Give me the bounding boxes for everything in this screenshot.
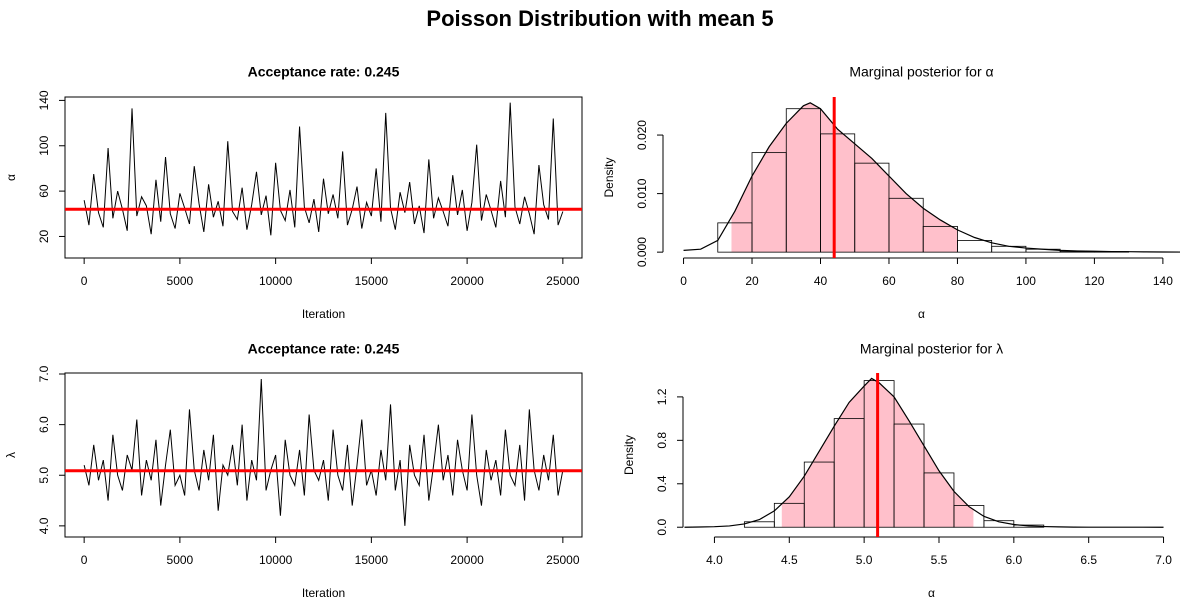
x-axis-label: α [918, 307, 925, 321]
y-axis-label: Density [622, 435, 636, 475]
x-tick-label: 25000 [546, 553, 580, 567]
y-tick-label: 0.4 [655, 475, 669, 492]
x-tick-label: 4.0 [706, 553, 723, 567]
histogram-bar [957, 240, 993, 253]
y-tick-label: 0.020 [635, 120, 649, 150]
plot-box [64, 96, 583, 259]
histogram-bar [923, 472, 955, 528]
x-tick-label: 20 [745, 274, 759, 288]
y-tick-label: 60 [37, 184, 51, 198]
x-axis-label: Iteration [302, 307, 345, 321]
y-tick-label: 0.8 [655, 432, 669, 449]
y-axis-label: Density [602, 157, 616, 197]
y-tick-label: 7.0 [37, 365, 51, 382]
x-tick-label: 4.5 [781, 553, 798, 567]
y-tick-label: 100 [37, 135, 51, 155]
x-axis-label: Iteration [302, 586, 345, 600]
y-tick-label: 4.0 [37, 517, 51, 534]
x-tick-label: 5.5 [931, 553, 948, 567]
y-tick-label: 6.0 [37, 416, 51, 433]
y-tick-label: 20 [37, 229, 51, 243]
y-tick-label: 5.0 [37, 467, 51, 484]
x-tick-label: 15000 [355, 274, 389, 288]
y-tick-label: 0.010 [635, 178, 649, 208]
x-tick-label: 0 [81, 553, 88, 567]
density-line [684, 377, 1164, 528]
x-tick-label: 25000 [546, 274, 580, 288]
plot-box [64, 372, 583, 538]
y-tick-label: 140 [37, 90, 51, 110]
x-tick-label: 80 [951, 274, 965, 288]
histogram-bar [888, 197, 924, 253]
panel-title: Marginal posterior for α [849, 64, 993, 80]
x-tick-label: 6.5 [1080, 553, 1097, 567]
x-tick-label: 10000 [259, 274, 293, 288]
x-tick-label: 20000 [450, 553, 484, 567]
x-axis-label: α [928, 586, 935, 600]
histogram-bar [922, 225, 958, 253]
trace-line [83, 102, 564, 236]
panel-title: Marginal posterior for λ [860, 341, 1003, 357]
x-tick-label: 140 [1153, 274, 1173, 288]
y-axis-label: λ [4, 452, 18, 458]
x-tick-label: 5000 [167, 553, 194, 567]
x-tick-label: 20000 [450, 274, 484, 288]
density-line [683, 102, 1181, 253]
panel-title: Acceptance rate: 0.245 [248, 64, 400, 80]
x-tick-label: 0 [680, 274, 687, 288]
y-tick-label: 0.0 [655, 519, 669, 536]
panel-title: Acceptance rate: 0.245 [248, 341, 400, 357]
shaded-interval [731, 102, 958, 253]
x-tick-label: 15000 [355, 553, 389, 567]
x-tick-label: 7.0 [1155, 553, 1172, 567]
y-tick-label: 1.2 [655, 388, 669, 405]
y-tick-label: 0.000 [635, 237, 649, 267]
x-tick-label: 5000 [167, 274, 194, 288]
x-tick-label: 0 [81, 274, 88, 288]
x-tick-label: 5.0 [856, 553, 873, 567]
x-tick-label: 40 [814, 274, 828, 288]
x-tick-label: 6.0 [1005, 553, 1022, 567]
x-tick-label: 120 [1084, 274, 1104, 288]
y-axis-label: α [4, 174, 18, 181]
x-tick-label: 60 [882, 274, 896, 288]
figure-title: Poisson Distribution with mean 5 [426, 6, 773, 31]
x-tick-label: 10000 [259, 553, 293, 567]
x-tick-label: 100 [1016, 274, 1036, 288]
trace-line [83, 379, 564, 526]
